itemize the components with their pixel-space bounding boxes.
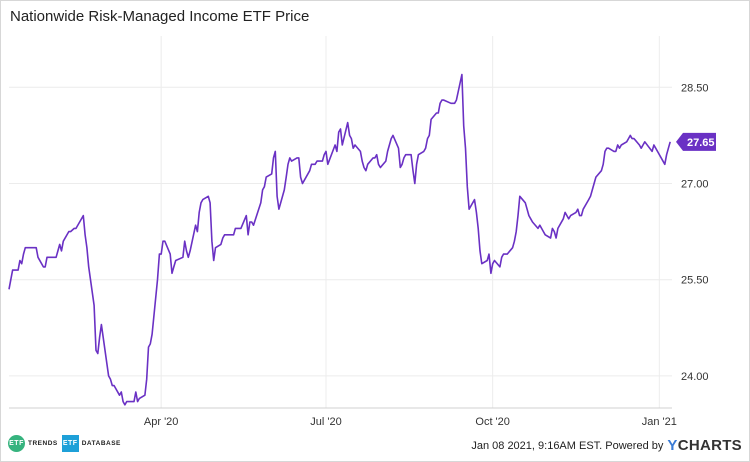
last-value-badge: 27.65: [676, 132, 716, 151]
y-axis: 24.00 25.50 27.00 28.50: [681, 82, 709, 383]
footer-attribution: Jan 08 2021, 9:16AM EST. Powered by YCHA…: [471, 437, 742, 454]
footer-logos: ETF TRENDS ETF DATABASE: [8, 433, 121, 453]
etf-database-logo-badge: ETF: [61, 434, 79, 452]
y-tick-label: 25.50: [681, 275, 709, 287]
price-series-line: [8, 73, 671, 406]
etf-database-logo-text: DATABASE: [81, 439, 121, 447]
x-tick-label: Apr '20: [144, 416, 179, 428]
timestamp: Jan 08 2021, 9:16AM EST. Powered by: [471, 439, 664, 452]
etf-trends-logo-badge: ETF: [8, 434, 25, 452]
x-axis: Apr '20 Jul '20 Oct '20 Jan '21: [144, 416, 677, 428]
etf-trends-logo-text: TRENDS: [28, 439, 58, 447]
etf-database-logo[interactable]: ETF DATABASE: [61, 434, 121, 452]
y-tick-label: 27.00: [681, 179, 709, 191]
price-chart[interactable]: 24.00 25.50 27.00 28.50 Apr '20 Jul '20 Oct '…: [0, 0, 750, 430]
y-tick-label: 28.50: [681, 82, 709, 94]
y-tick-label: 24.00: [681, 371, 709, 383]
ycharts-logo[interactable]: YCHARTS: [667, 437, 742, 454]
gridlines: [9, 36, 672, 409]
last-value-label: 27.65: [687, 137, 715, 149]
etf-trends-logo[interactable]: ETF TRENDS: [8, 434, 58, 452]
ycharts-logo-text: CHARTS: [677, 437, 742, 454]
chart-title: Nationwide Risk-Managed Income ETF Price: [10, 8, 310, 25]
x-tick-label: Oct '20: [475, 416, 510, 428]
x-tick-label: Jan '21: [642, 416, 677, 428]
ycharts-logo-y: Y: [667, 437, 678, 454]
x-tick-label: Jul '20: [310, 416, 341, 428]
